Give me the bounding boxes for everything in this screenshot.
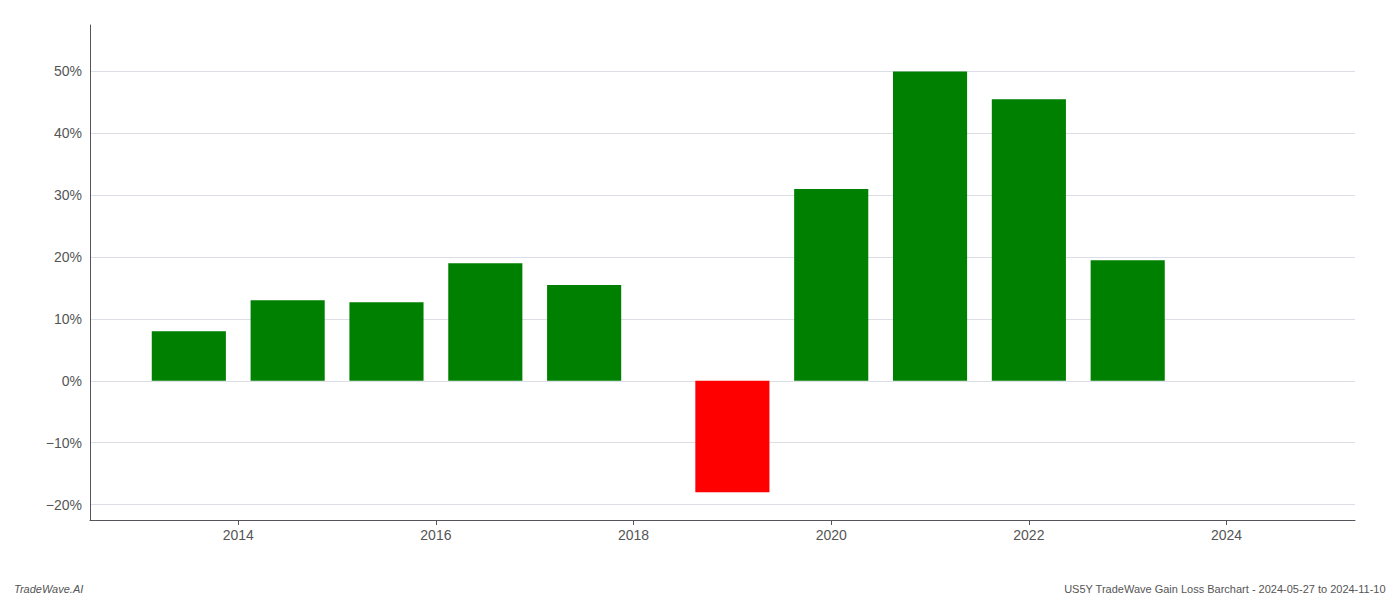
- svg-text:−10%: −10%: [46, 435, 82, 451]
- svg-text:TradeWave.AI: TradeWave.AI: [14, 583, 83, 595]
- svg-text:2014: 2014: [223, 527, 254, 543]
- svg-text:50%: 50%: [54, 63, 82, 79]
- svg-text:−20%: −20%: [46, 497, 82, 513]
- svg-text:0%: 0%: [62, 373, 82, 389]
- svg-text:40%: 40%: [54, 125, 82, 141]
- svg-text:10%: 10%: [54, 311, 82, 327]
- svg-text:2022: 2022: [1013, 527, 1044, 543]
- svg-text:30%: 30%: [54, 187, 82, 203]
- svg-text:2020: 2020: [816, 527, 847, 543]
- svg-text:2024: 2024: [1211, 527, 1242, 543]
- svg-text:US5Y TradeWave Gain Loss Barch: US5Y TradeWave Gain Loss Barchart - 2024…: [1064, 583, 1385, 595]
- svg-text:2016: 2016: [420, 527, 451, 543]
- svg-text:20%: 20%: [54, 249, 82, 265]
- svg-text:2018: 2018: [618, 527, 649, 543]
